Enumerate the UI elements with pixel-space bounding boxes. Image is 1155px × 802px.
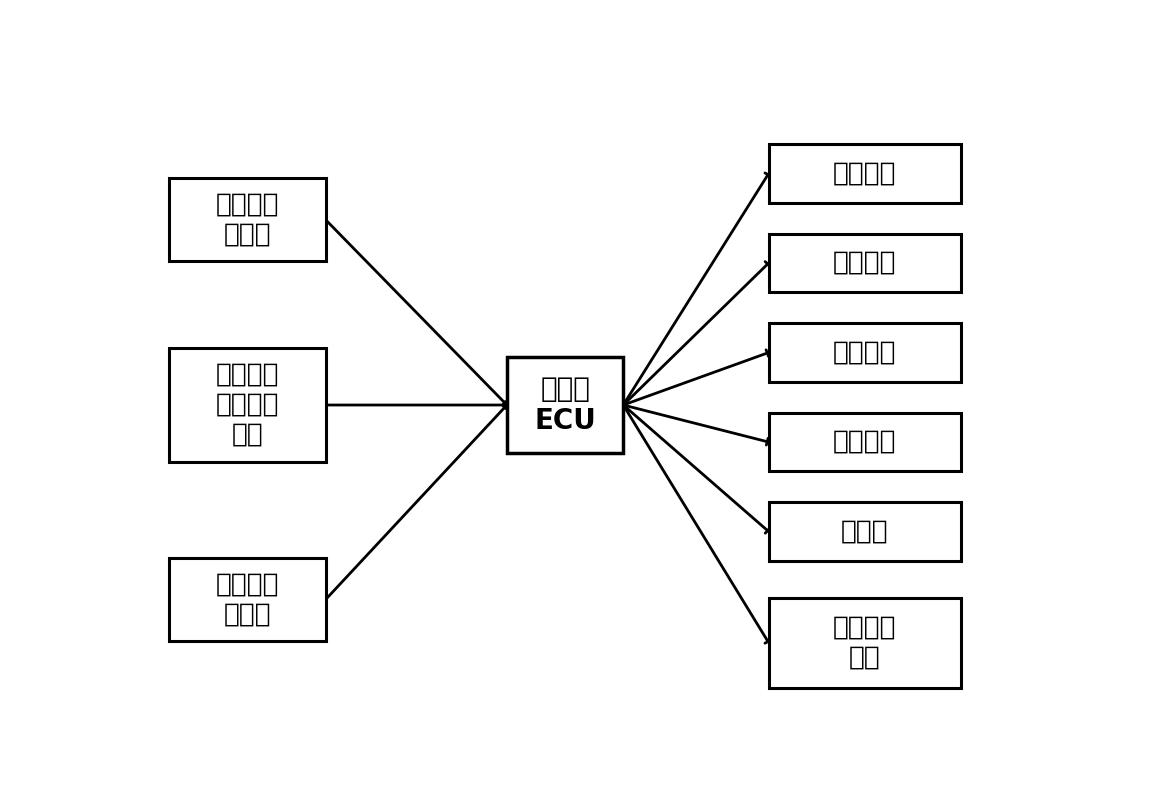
- Bar: [769, 323, 961, 382]
- Bar: [507, 357, 624, 453]
- Bar: [769, 413, 961, 472]
- Text: 温度报警
装置: 温度报警 装置: [833, 615, 896, 670]
- Text: 转换阀: 转换阀: [841, 519, 888, 545]
- Bar: [169, 348, 326, 462]
- Text: 散热风扇: 散热风扇: [833, 429, 896, 455]
- Text: 控制器
ECU: 控制器 ECU: [535, 375, 596, 435]
- Text: 第二水泵: 第二水泵: [833, 250, 896, 276]
- Bar: [769, 233, 961, 292]
- Bar: [769, 598, 961, 687]
- Text: 第一水泵: 第一水泵: [833, 160, 896, 186]
- Bar: [769, 502, 961, 561]
- Text: 电池温度
传感器: 电池温度 传感器: [216, 572, 280, 627]
- Text: 电机温度
传感器: 电机温度 传感器: [216, 192, 280, 248]
- Text: 电机控制
器温度传
感器: 电机控制 器温度传 感器: [216, 362, 280, 448]
- Bar: [169, 178, 326, 261]
- Bar: [169, 558, 326, 642]
- Bar: [769, 144, 961, 203]
- Text: 第三水泵: 第三水泵: [833, 339, 896, 366]
